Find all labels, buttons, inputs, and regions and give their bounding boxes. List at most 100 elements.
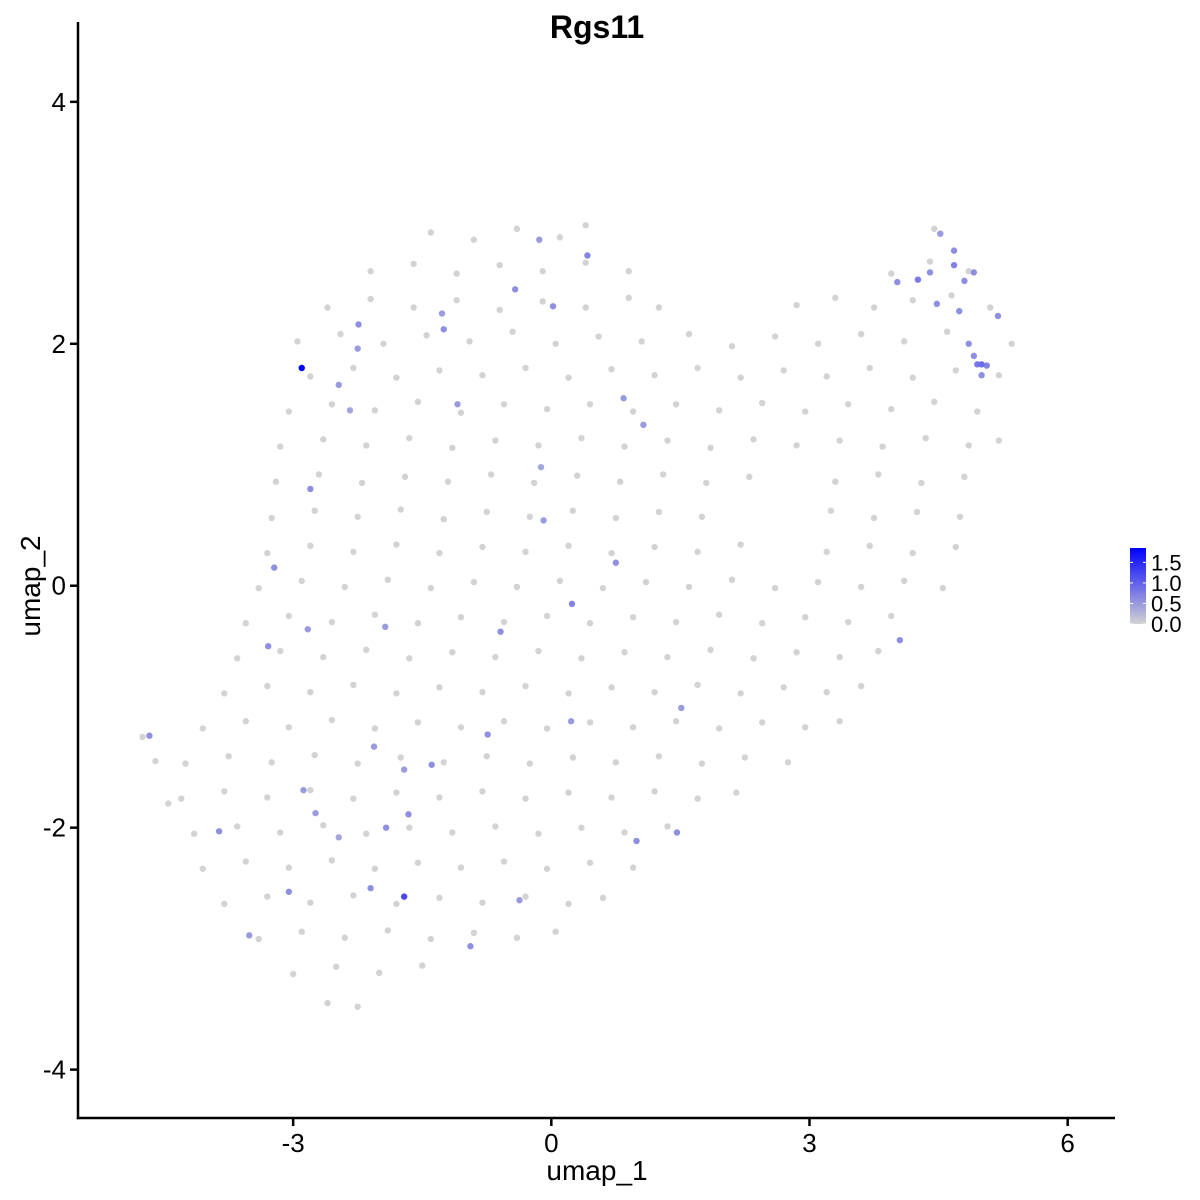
cell-point: [866, 364, 873, 372]
cell-point: [625, 294, 632, 302]
expressing-cell-point: [335, 381, 342, 389]
cell-point: [694, 548, 701, 556]
cell-point: [823, 548, 830, 556]
expressing-cell-point: [454, 401, 461, 408]
cell-point: [827, 507, 835, 514]
cell-point: [556, 234, 564, 241]
cell-point: [948, 292, 955, 299]
cell-point: [500, 618, 508, 626]
cell-point: [436, 549, 443, 557]
cell-point: [522, 795, 529, 802]
cell-point: [793, 301, 800, 309]
cell-point: [350, 364, 357, 372]
cell-point: [354, 513, 361, 520]
cell-point: [470, 929, 478, 937]
cell-point: [565, 542, 572, 550]
expressing-cell-point: [346, 407, 354, 414]
colorbar-label: 0.5: [1151, 591, 1182, 616]
cell-point: [758, 719, 766, 726]
cell-point: [814, 578, 822, 586]
cell-point: [371, 865, 379, 872]
cell-point: [242, 620, 250, 627]
expressing-cell-point: [894, 278, 901, 286]
cell-point: [414, 620, 422, 627]
cell-point: [659, 471, 667, 478]
y-tick-label: 0: [52, 571, 66, 601]
cell-point: [522, 548, 529, 556]
cell-point: [870, 304, 878, 311]
cell-point: [320, 653, 327, 661]
cell-point: [664, 823, 671, 830]
expressing-cell-point: [428, 761, 435, 768]
cell-point: [427, 229, 435, 236]
cell-point: [384, 927, 392, 934]
cell-point: [513, 583, 521, 591]
cell-point: [294, 338, 301, 345]
cell-point: [866, 542, 873, 550]
cell-point: [285, 612, 293, 620]
cell-point: [354, 760, 361, 767]
cell-point: [277, 829, 284, 836]
cell-point: [780, 367, 787, 374]
cell-point: [569, 754, 577, 761]
cell-point: [836, 653, 843, 661]
cell-point: [526, 513, 534, 520]
cell-point: [664, 653, 671, 661]
cell-point: [582, 222, 589, 229]
cell-point: [328, 401, 336, 408]
cell-point: [715, 725, 723, 732]
cell-point: [578, 655, 585, 662]
expressing-cell-point: [271, 564, 278, 571]
expressing-cell-point: [355, 321, 362, 328]
cell-point: [655, 304, 663, 311]
cell-point: [363, 442, 370, 449]
cell-point: [328, 618, 336, 626]
expressing-cell-point: [970, 269, 978, 276]
expressing-cell-point: [215, 828, 223, 835]
color-legend: 0.00.51.01.5: [1130, 548, 1182, 637]
cell-point: [221, 900, 228, 908]
cell-point: [371, 407, 379, 414]
cell-point: [483, 753, 490, 760]
expressing-cell-point: [965, 340, 972, 347]
cell-point: [974, 408, 981, 415]
cell-point: [535, 442, 542, 449]
cell-point: [410, 304, 417, 311]
cell-point: [199, 865, 206, 872]
cell-point: [543, 865, 551, 872]
cell-point: [311, 751, 318, 759]
cell-point: [586, 719, 594, 726]
expressing-cell-point: [612, 559, 620, 566]
cell-point: [453, 297, 460, 304]
expressing-cell-point: [978, 372, 985, 379]
cell-point: [931, 225, 938, 233]
cell-point: [771, 584, 779, 592]
cell-point: [931, 398, 938, 406]
cell-point: [393, 374, 400, 381]
cell-point: [479, 788, 486, 795]
cell-point: [221, 690, 228, 697]
cell-point: [341, 934, 348, 941]
cell-point: [565, 789, 572, 796]
x-tick-label: 0: [544, 1128, 558, 1158]
cell-point: [393, 789, 400, 796]
x-tick-label: 6: [1060, 1128, 1074, 1158]
cell-point: [608, 549, 615, 557]
cell-point: [875, 471, 882, 478]
cell-point: [543, 405, 551, 413]
cell-point: [909, 374, 916, 381]
cell-point: [737, 374, 744, 381]
cell-point: [651, 688, 658, 696]
cell-point: [307, 373, 314, 380]
cell-point: [165, 800, 172, 807]
cell-point: [419, 962, 426, 969]
cell-point: [350, 795, 357, 802]
cell-point: [242, 718, 250, 725]
expressing-cell-point: [620, 395, 627, 402]
cell-point: [750, 655, 757, 662]
expressing-cell-point: [382, 623, 389, 631]
colorbar-label: 0.0: [1151, 612, 1182, 637]
expressing-cell-point: [537, 463, 545, 471]
cell-point: [479, 688, 486, 696]
cell-point: [324, 999, 331, 1007]
